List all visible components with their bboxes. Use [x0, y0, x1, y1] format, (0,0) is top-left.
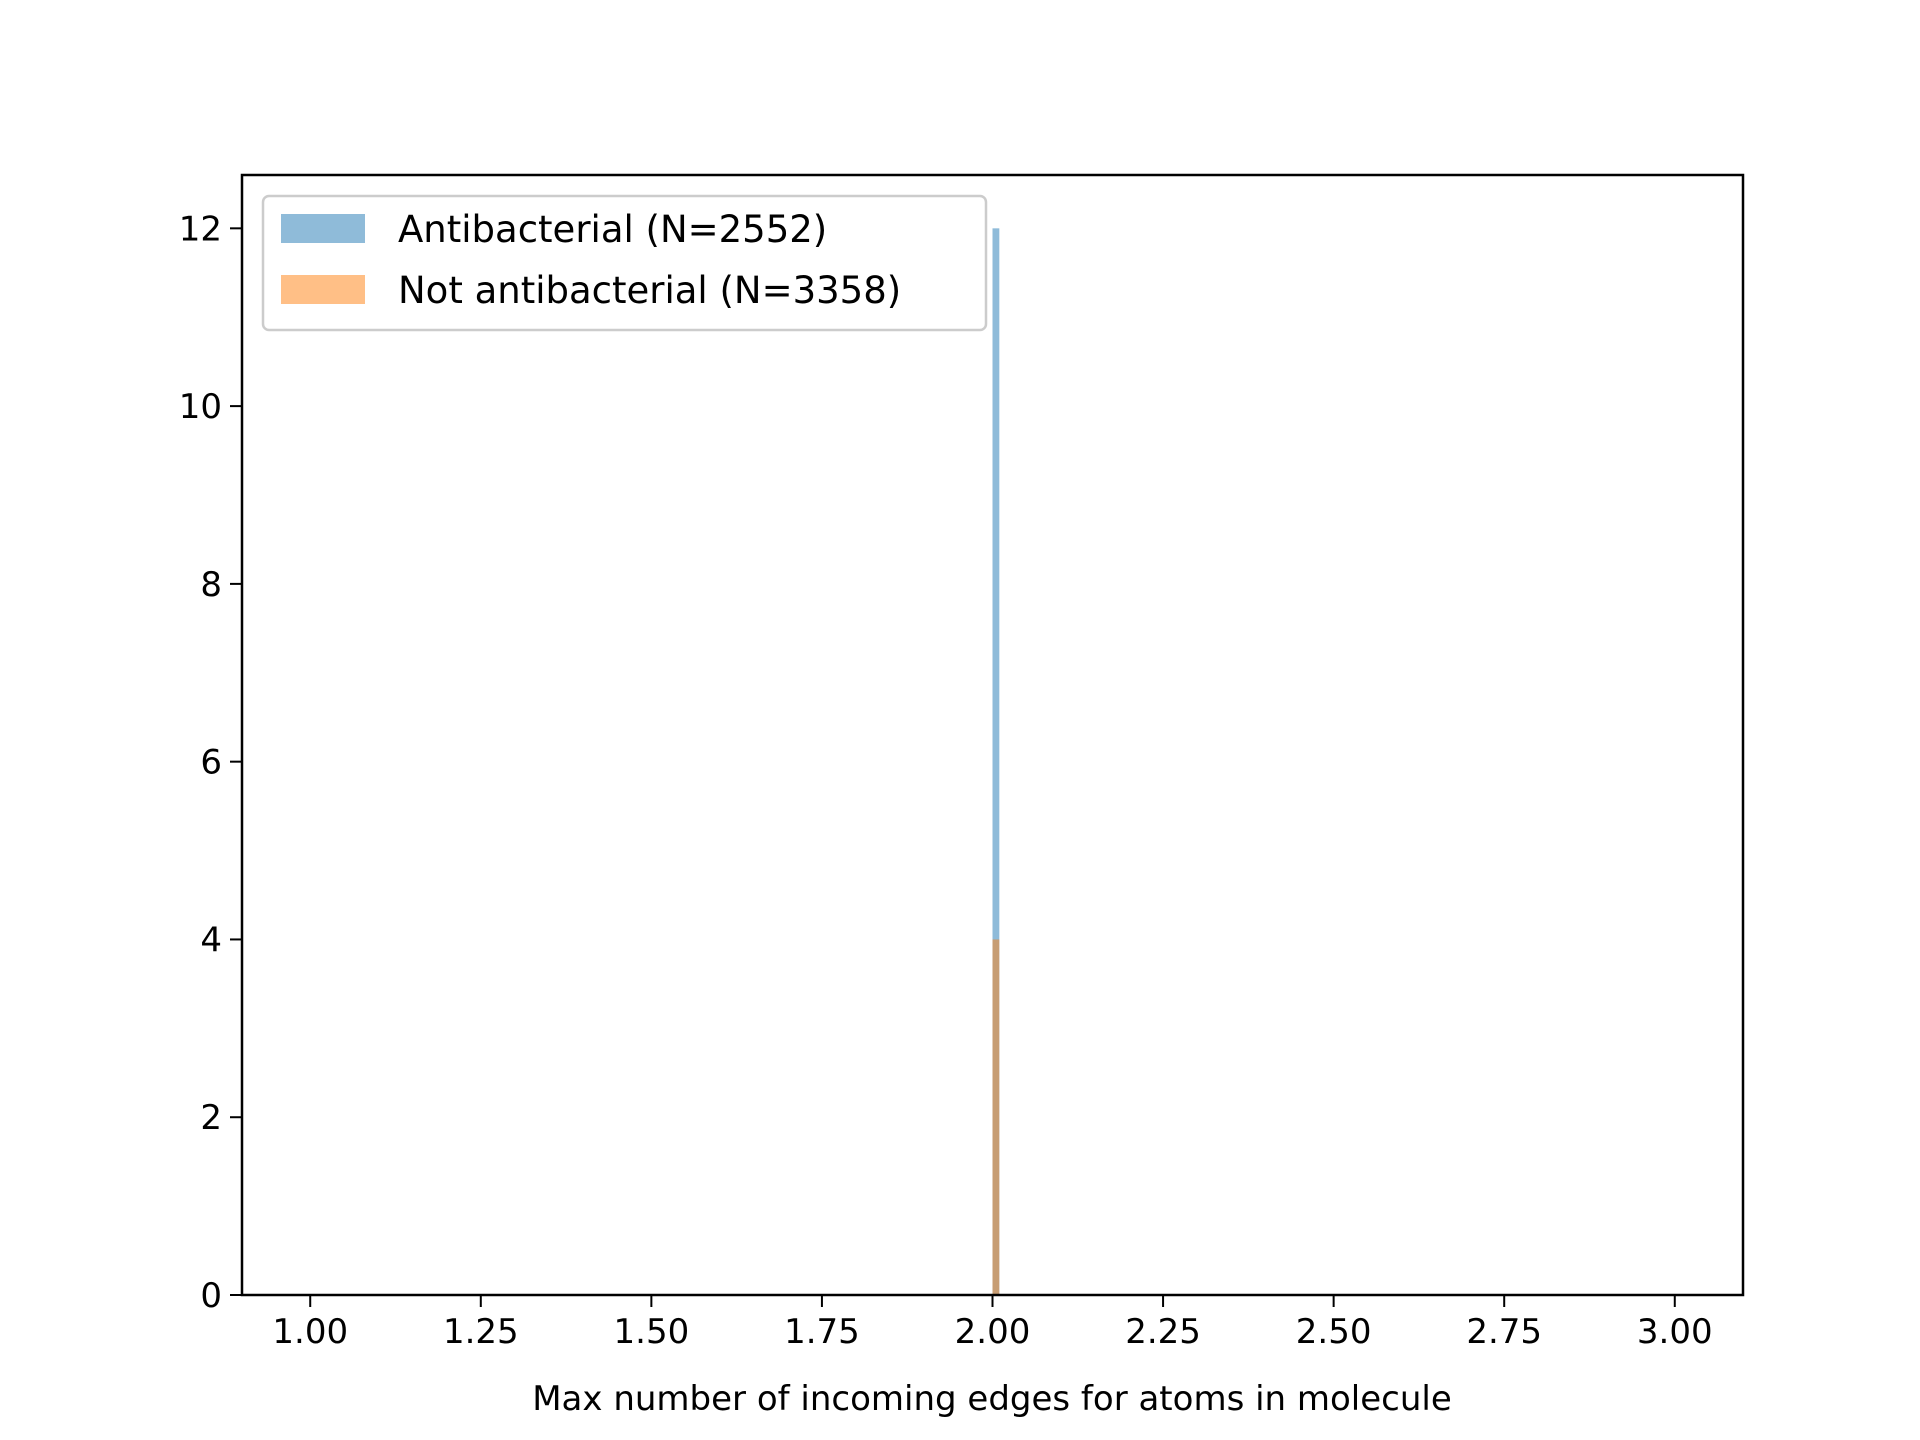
- x-axis: 1.00 1.25 1.50 1.75 2.00 2.25 2.50 2.75 3.00: [272, 1295, 1713, 1352]
- x-axis-label: Max number of incoming edges for atoms i…: [532, 1379, 1452, 1419]
- legend-swatch-not-antibacterial: [281, 275, 365, 304]
- y-tick-label: 4: [200, 920, 222, 960]
- y-tick-label: 0: [200, 1276, 222, 1316]
- y-tick-label: 8: [200, 565, 222, 605]
- y-axis: 0 2 4 6 8 10 12: [179, 209, 242, 1316]
- x-tick-label: 1.25: [443, 1312, 519, 1352]
- x-tick-label: 1.00: [272, 1312, 348, 1352]
- legend-swatch-antibacterial: [281, 214, 365, 243]
- y-tick-label: 2: [200, 1098, 222, 1138]
- bar-not-antibacterial-0: [992, 939, 1000, 1295]
- x-tick-label: 2.50: [1296, 1312, 1372, 1352]
- bar-antibacterial-0: [992, 228, 1000, 1295]
- y-tick-label: 6: [200, 743, 222, 783]
- bars-layer: [992, 228, 1000, 1295]
- x-tick-label: 3.00: [1637, 1312, 1713, 1352]
- legend: Antibacterial (N=2552) Not antibacterial…: [261, 194, 988, 332]
- x-tick-label: 2.25: [1125, 1312, 1201, 1352]
- legend-box: [261, 194, 988, 332]
- x-tick-label: 2.75: [1466, 1312, 1542, 1352]
- y-tick-label: 12: [179, 209, 222, 249]
- x-tick-label: 1.50: [614, 1312, 690, 1352]
- x-tick-label: 2.00: [955, 1312, 1031, 1352]
- x-tick-label: 1.75: [784, 1312, 860, 1352]
- legend-label-antibacterial: Antibacterial (N=2552): [398, 208, 827, 251]
- y-tick-label: 10: [179, 387, 222, 427]
- legend-label-not-antibacterial: Not antibacterial (N=3358): [398, 269, 901, 312]
